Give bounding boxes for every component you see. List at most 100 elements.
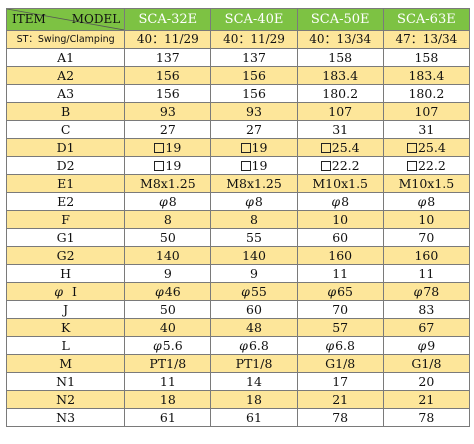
item-label: D1 (56, 140, 75, 155)
value-cell: 67 (382, 318, 471, 337)
phi-symbol: φ (413, 284, 423, 299)
item-cell: A2 (5, 66, 126, 85)
value-cell: PT1/8 (210, 354, 298, 373)
value-cell: 137 (124, 48, 212, 67)
value-text: 19 (251, 158, 268, 173)
square-box-icon (240, 161, 251, 171)
value-text: 19 (165, 140, 182, 155)
item-label: B (61, 104, 71, 119)
item-label: M (59, 356, 73, 371)
value-text: 18 (246, 392, 262, 407)
value-cell: 156 (124, 84, 212, 103)
item-label: J (63, 302, 69, 317)
square-box-icon (406, 161, 417, 171)
item-cell: D2 (5, 156, 126, 175)
value-text: 156 (242, 86, 266, 101)
value-text: 93 (159, 104, 176, 119)
model-header-cell: SCA-63E (382, 8, 471, 31)
value-cell: 19 (124, 156, 212, 175)
value-text: 137 (242, 50, 266, 65)
value-text: 70 (332, 302, 349, 317)
item-cell: G1 (5, 228, 126, 247)
value-text: 8 (250, 212, 258, 227)
value-text: 22.2 (331, 158, 360, 173)
value-text: 55 (250, 284, 267, 299)
value-text: 11 (332, 266, 349, 281)
swing-clamping-row: ST：Swing/Clamping 40：11/29 40：11/29 40：1… (5, 30, 471, 49)
square-box-icon (406, 143, 417, 153)
swing-clamping-value: 40：11/29 (210, 30, 298, 49)
value-cell: 19 (210, 138, 298, 157)
table-row: J 50 60 70 83 (5, 300, 471, 319)
value-cell: 8 (124, 210, 212, 229)
table-row: C 27 27 31 31 (5, 120, 471, 139)
value-text: 60 (332, 230, 349, 245)
value-text: 6.8 (248, 338, 269, 353)
value-cell: G1/8 (296, 354, 384, 373)
model-header-cell: SCA-40E (210, 8, 298, 31)
value-cell: 10 (296, 210, 384, 229)
value-text: 160 (414, 248, 439, 263)
table-row: M PT1/8 PT1/8 G1/8 G1/8 (5, 354, 471, 373)
value-cell: 57 (296, 318, 384, 337)
value-text: 158 (414, 50, 439, 65)
value-text: G1/8 (325, 356, 356, 371)
value-text: 25.4 (417, 140, 446, 155)
value-text: 10 (332, 212, 349, 227)
value-cell: φ78 (382, 282, 471, 301)
value-cell: 19 (124, 138, 212, 157)
value-cell: 156 (124, 66, 212, 85)
square-box-icon (320, 143, 331, 153)
value-cell: 17 (296, 372, 384, 391)
table-row: N3 61 61 78 78 (5, 408, 471, 427)
item-label: N3 (56, 410, 76, 425)
item-cell: B (5, 102, 126, 121)
value-text: 70 (418, 230, 435, 245)
value-text: 17 (332, 374, 349, 389)
table-row: A1 137 137 158 158 (5, 48, 471, 67)
value-cell: φ8 (210, 192, 298, 211)
value-text: G1/8 (411, 356, 442, 371)
item-cell: G2 (5, 246, 126, 265)
value-text: 67 (418, 320, 435, 335)
phi-symbol: φ (239, 338, 248, 353)
value-cell: φ6.8 (210, 336, 298, 355)
value-cell: φ55 (210, 282, 298, 301)
square-box-icon (240, 143, 251, 153)
value-text: M8x1.25 (226, 176, 282, 191)
model-label: MODEL (71, 12, 121, 26)
value-text: 11 (159, 374, 176, 389)
value-text: 83 (418, 302, 435, 317)
value-text: 27 (246, 122, 262, 137)
value-cell: G1/8 (382, 354, 471, 373)
value-cell: 50 (124, 228, 212, 247)
value-text: 57 (332, 320, 349, 335)
value-text: 183.4 (322, 68, 359, 83)
value-cell: φ8 (382, 192, 471, 211)
value-text: 107 (414, 104, 439, 119)
item-label: N2 (56, 392, 76, 407)
swing-clamping-label: ST：Swing/Clamping (5, 30, 126, 49)
value-text: 93 (246, 104, 262, 119)
item-label: E2 (57, 194, 75, 209)
value-text: 27 (159, 122, 176, 137)
item-cell: N1 (5, 372, 126, 391)
spec-table: ITEM MODEL SCA-32E SCA-40E SCA-50E SCA-6… (5, 8, 471, 427)
value-text: 9 (250, 266, 258, 281)
value-text: 156 (242, 68, 266, 83)
table-row: N1 11 14 17 20 (5, 372, 471, 391)
item-cell: C (5, 120, 126, 139)
value-cell: 156 (210, 84, 298, 103)
value-cell: M10x1.5 (382, 174, 471, 193)
item-model-corner-cell: ITEM MODEL (5, 8, 126, 31)
value-text: 31 (418, 122, 435, 137)
item-label: E1 (57, 176, 75, 191)
value-cell: φ5.6 (124, 336, 212, 355)
value-cell: 27 (210, 120, 298, 139)
value-cell: 158 (382, 48, 471, 67)
item-label: A1 (57, 50, 75, 65)
value-text: 78 (423, 284, 440, 299)
value-cell: 107 (382, 102, 471, 121)
value-text: 78 (418, 410, 435, 425)
